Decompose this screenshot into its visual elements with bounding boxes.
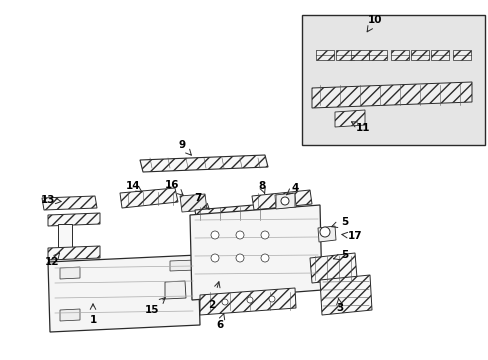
Polygon shape [311,82,471,108]
Circle shape [261,231,268,239]
Polygon shape [164,281,185,299]
Circle shape [281,197,288,205]
Circle shape [222,299,227,305]
Text: 12: 12 [45,257,59,267]
Circle shape [236,231,244,239]
Text: 2: 2 [208,300,215,310]
Polygon shape [60,267,80,279]
Text: 8: 8 [258,181,265,191]
Text: 13: 13 [41,195,55,205]
Polygon shape [180,194,206,212]
Polygon shape [335,50,353,60]
Text: 16: 16 [164,180,179,190]
Polygon shape [251,190,311,210]
Polygon shape [120,188,178,208]
Text: 17: 17 [347,231,362,241]
Polygon shape [42,196,97,210]
Text: 9: 9 [178,140,185,150]
Polygon shape [48,213,100,226]
Circle shape [210,254,219,262]
Polygon shape [350,50,368,60]
Text: 4: 4 [291,183,298,193]
Polygon shape [58,224,72,248]
Polygon shape [317,226,335,242]
Polygon shape [140,155,267,172]
Polygon shape [195,204,267,224]
Polygon shape [452,50,470,60]
Polygon shape [410,50,428,60]
Text: 7: 7 [194,193,201,203]
Polygon shape [190,205,321,300]
Circle shape [319,227,329,237]
Polygon shape [48,255,200,332]
Circle shape [246,297,252,303]
Polygon shape [170,260,195,271]
Text: 1: 1 [89,315,97,325]
Polygon shape [200,288,295,315]
Polygon shape [309,253,356,283]
Circle shape [210,231,219,239]
Circle shape [261,254,268,262]
Text: 10: 10 [367,15,382,25]
Polygon shape [319,275,371,315]
Polygon shape [315,50,333,60]
Text: 11: 11 [355,123,369,133]
Text: 5: 5 [341,250,348,260]
Text: 15: 15 [144,305,159,315]
Circle shape [268,296,274,302]
Polygon shape [390,50,408,60]
Polygon shape [274,193,295,209]
Polygon shape [302,15,484,145]
Text: 6: 6 [216,320,223,330]
Text: 3: 3 [336,303,343,313]
Polygon shape [334,110,364,127]
Polygon shape [48,246,100,260]
Text: 5: 5 [341,217,348,227]
Polygon shape [60,309,80,321]
Polygon shape [368,50,386,60]
Text: 14: 14 [125,181,140,191]
Circle shape [236,254,244,262]
Polygon shape [430,50,448,60]
